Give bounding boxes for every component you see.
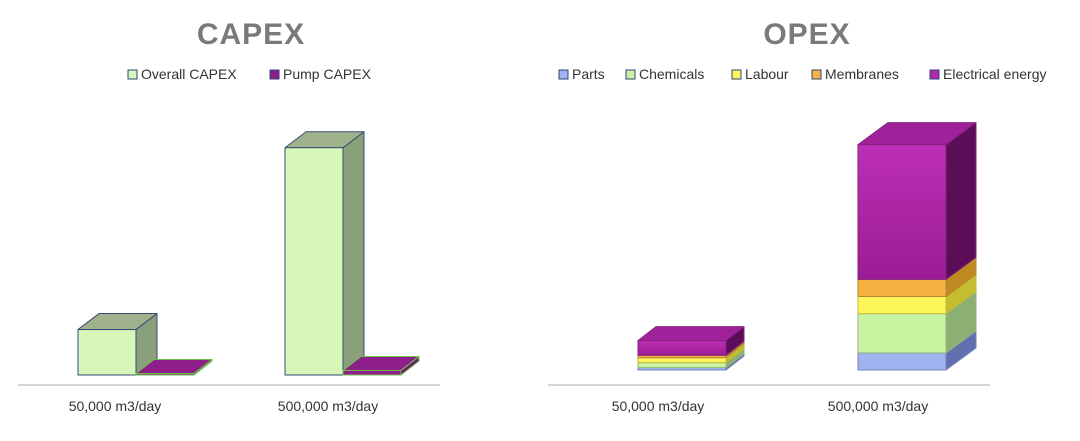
opex-legend-swatch xyxy=(929,69,940,80)
capex-legend-label: Pump CAPEX xyxy=(283,66,372,82)
capex-legend-label: Overall CAPEX xyxy=(141,66,237,82)
capex-legend: Overall CAPEX Pump CAPEX xyxy=(127,66,372,82)
opex-bar-electrical-energy xyxy=(857,122,977,280)
opex-tick-label: 50,000 m3/day xyxy=(612,398,705,414)
capex-legend-swatch xyxy=(127,69,138,80)
opex-legend-label: Parts xyxy=(572,66,605,82)
capex-chart: CAPEX Overall CAPEX Pump CAPEX 50,000 m3/… xyxy=(18,18,440,414)
capex-legend-item: Overall CAPEX xyxy=(127,66,237,82)
capex-tick-label: 50,000 m3/day xyxy=(69,398,162,414)
opex-legend-label: Labour xyxy=(745,66,789,82)
opex-legend-item: Labour xyxy=(731,66,789,82)
capex-tick-label: 500,000 m3/day xyxy=(278,398,378,414)
opex-legend-item: Electrical energy xyxy=(929,66,1047,82)
capex-legend-swatch xyxy=(269,69,280,80)
capex-legend-item: Pump CAPEX xyxy=(269,66,372,82)
opex-legend-item: Parts xyxy=(558,66,605,82)
opex-legend-swatch xyxy=(811,69,822,80)
capex-bar-overall xyxy=(284,131,365,376)
capex-bar-pump xyxy=(342,355,420,376)
capex-bar-overall xyxy=(77,313,158,376)
opex-bar-electrical-energy xyxy=(637,326,745,356)
opex-legend: Parts Chemicals Labour Membranes Electrical … xyxy=(558,66,1047,82)
opex-title: OPEX xyxy=(763,18,850,51)
capex-bars xyxy=(77,131,420,376)
opex-bars xyxy=(637,122,977,371)
opex-chart: OPEX Parts Chemicals Labour Membranes Electr… xyxy=(548,18,1047,414)
opex-legend-label: Electrical energy xyxy=(943,66,1047,82)
opex-legend-swatch xyxy=(625,69,636,80)
opex-legend-label: Chemicals xyxy=(639,66,704,82)
capex-bar-pump xyxy=(135,359,213,376)
capex-title: CAPEX xyxy=(197,18,305,51)
opex-legend-item: Membranes xyxy=(811,66,899,82)
opex-tick-label: 500,000 m3/day xyxy=(828,398,928,414)
opex-legend-item: Chemicals xyxy=(625,66,704,82)
opex-legend-swatch xyxy=(558,69,569,80)
opex-legend-label: Membranes xyxy=(825,66,899,82)
opex-legend-swatch xyxy=(731,69,742,80)
